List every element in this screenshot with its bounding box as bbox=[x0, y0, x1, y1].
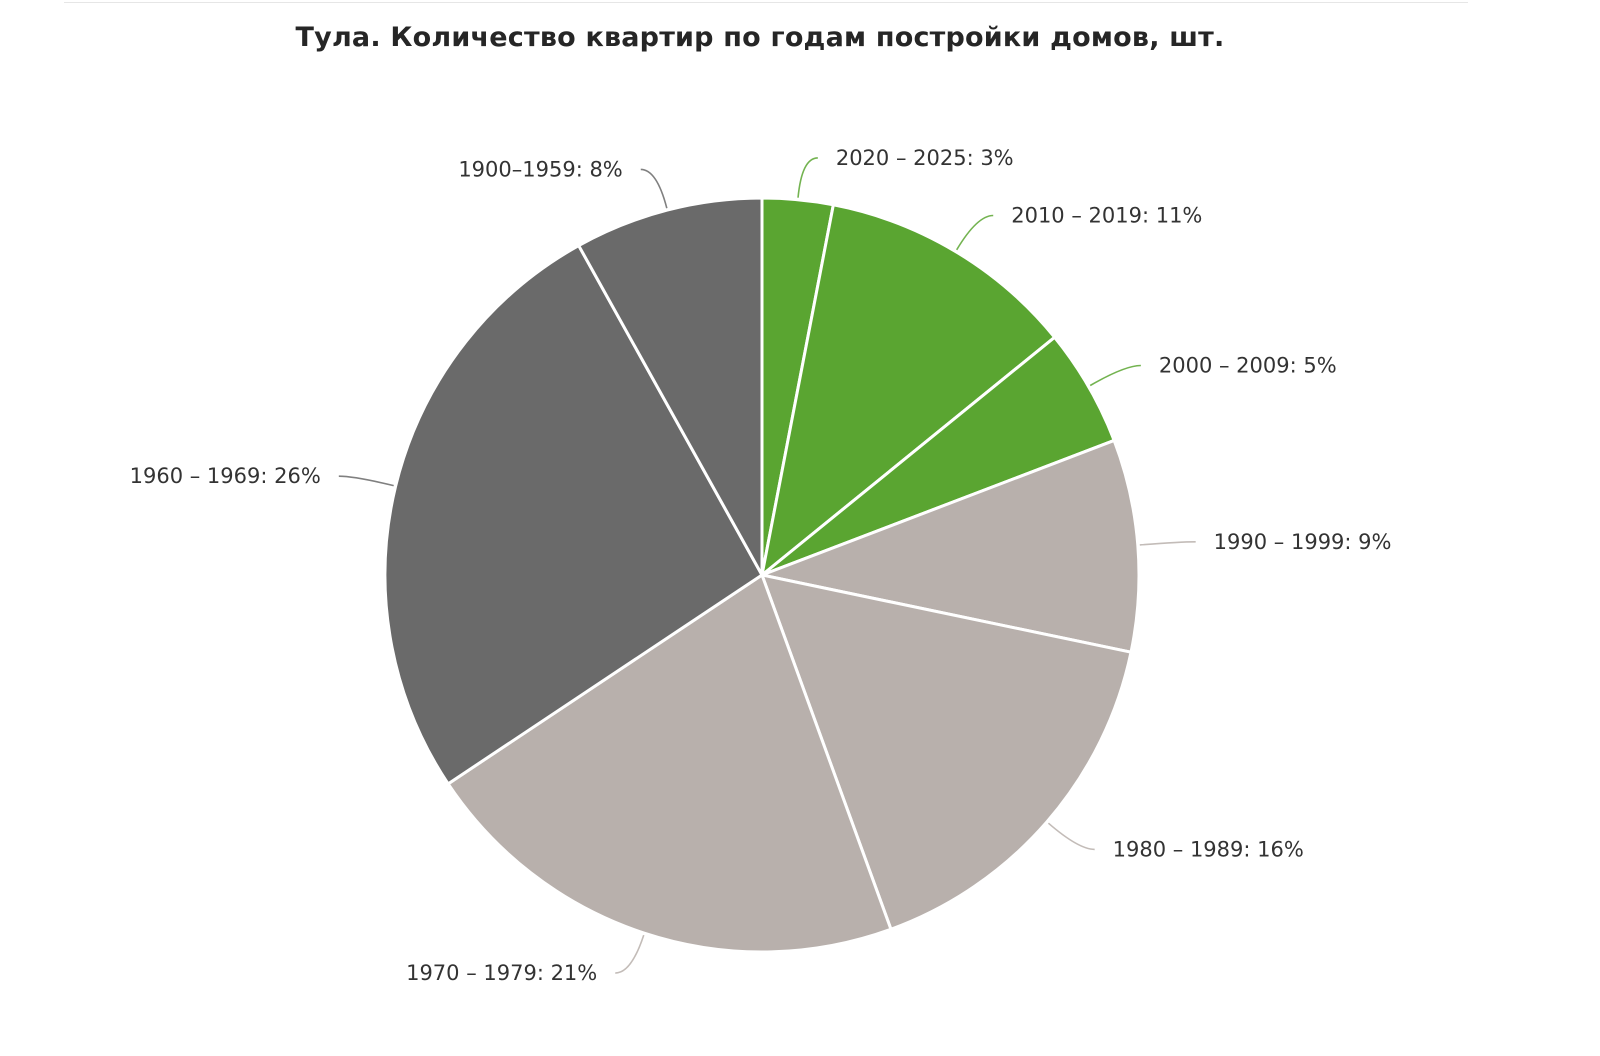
chart-title: Тула. Количество квартир по годам постро… bbox=[295, 22, 1225, 53]
leader-line-1960-1969 bbox=[338, 475, 394, 487]
slice-label-1990-1999: 1990 – 1999: 9% bbox=[1214, 530, 1392, 554]
slice-label-1980-1989: 1980 – 1989: 16% bbox=[1113, 837, 1304, 861]
slice-label-1960-1969: 1960 – 1969: 26% bbox=[130, 464, 321, 488]
leader-line-2000-2009 bbox=[1089, 364, 1141, 387]
pie-slices bbox=[383, 196, 1141, 954]
leader-line-2020-2025 bbox=[797, 157, 818, 198]
leader-line-1900-1959 bbox=[640, 168, 668, 209]
pie-slice-1980-1989 bbox=[760, 573, 1133, 931]
label-leader-lines bbox=[338, 157, 1196, 974]
top-divider bbox=[64, 2, 1468, 3]
leader-line-1990-1999 bbox=[1139, 540, 1196, 546]
slice-label-2020-2025: 2020 – 2025: 3% bbox=[836, 146, 1014, 170]
pie-slice-1900-1959 bbox=[577, 196, 764, 577]
leader-line-2010-2019 bbox=[955, 214, 994, 251]
slice-labels: 2020 – 2025: 3% 2010 – 2019: 11% 2000 – 20… bbox=[130, 146, 1392, 985]
slice-label-2000-2009: 2000 – 2009: 5% bbox=[1159, 354, 1337, 378]
pie-slice-1970-1979 bbox=[446, 573, 893, 954]
slice-label-1970-1979: 1970 – 1979: 21% bbox=[406, 961, 597, 985]
slice-label-2010-2019: 2010 – 2019: 11% bbox=[1011, 204, 1202, 228]
pie-slice-2010-2019 bbox=[760, 203, 1057, 577]
leader-line-1980-1989 bbox=[1047, 822, 1095, 851]
pie-slice-1990-1999 bbox=[760, 438, 1141, 654]
leader-line-1970-1979 bbox=[615, 934, 645, 974]
pie-slice-1960-1969 bbox=[383, 244, 764, 786]
slice-label-1900-1959: 1900–1959: 8% bbox=[458, 157, 622, 181]
